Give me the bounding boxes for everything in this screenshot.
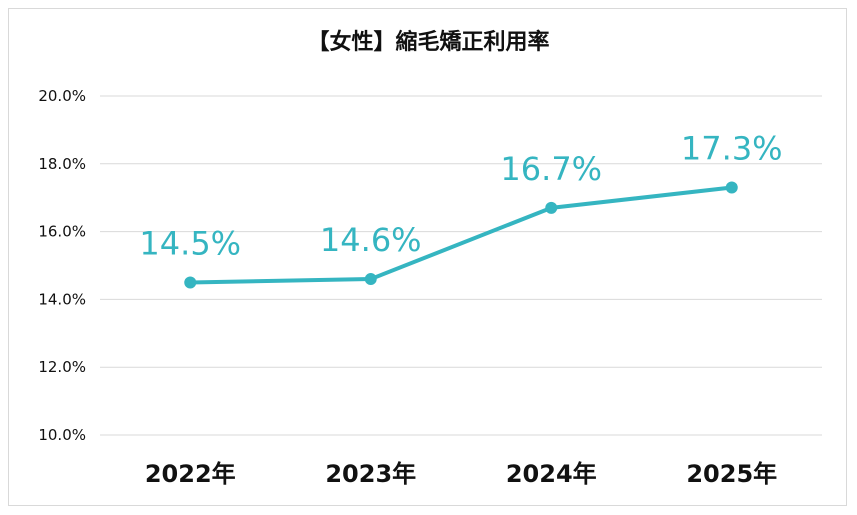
data-label: 17.3% <box>681 130 783 168</box>
gridlines <box>100 95 822 436</box>
series-line <box>188 185 734 285</box>
series-layer <box>184 181 738 289</box>
y-tick-label: 16.0% <box>38 223 86 241</box>
y-tick-label: 12.0% <box>38 358 86 376</box>
y-tick-label: 18.0% <box>38 155 86 173</box>
chart-title: 【女性】縮毛矯正利用率 <box>307 30 550 55</box>
x-axis-ticks: 2022年 2023年 2024年 2025年 <box>145 460 777 488</box>
y-tick-label: 14.0% <box>38 290 86 308</box>
x-tick-label: 2024年 <box>506 460 597 488</box>
data-label: 16.7% <box>500 150 602 188</box>
data-label: 14.6% <box>320 221 422 259</box>
data-point <box>184 276 197 289</box>
x-tick-label: 2025年 <box>686 460 777 488</box>
data-labels: 14.5% 14.6% 16.7% 17.3% <box>139 130 782 263</box>
y-axis-ticks: 10.0% 12.0% 14.0% 16.0% 18.0% 20.0% <box>38 87 86 444</box>
y-tick-label: 20.0% <box>38 87 86 105</box>
y-tick-label: 10.0% <box>38 426 86 444</box>
data-point <box>725 181 738 194</box>
data-point <box>545 201 558 214</box>
x-tick-label: 2022年 <box>145 460 236 488</box>
data-point <box>364 273 377 286</box>
data-label: 14.5% <box>139 224 241 262</box>
x-tick-label: 2023年 <box>325 460 416 488</box>
